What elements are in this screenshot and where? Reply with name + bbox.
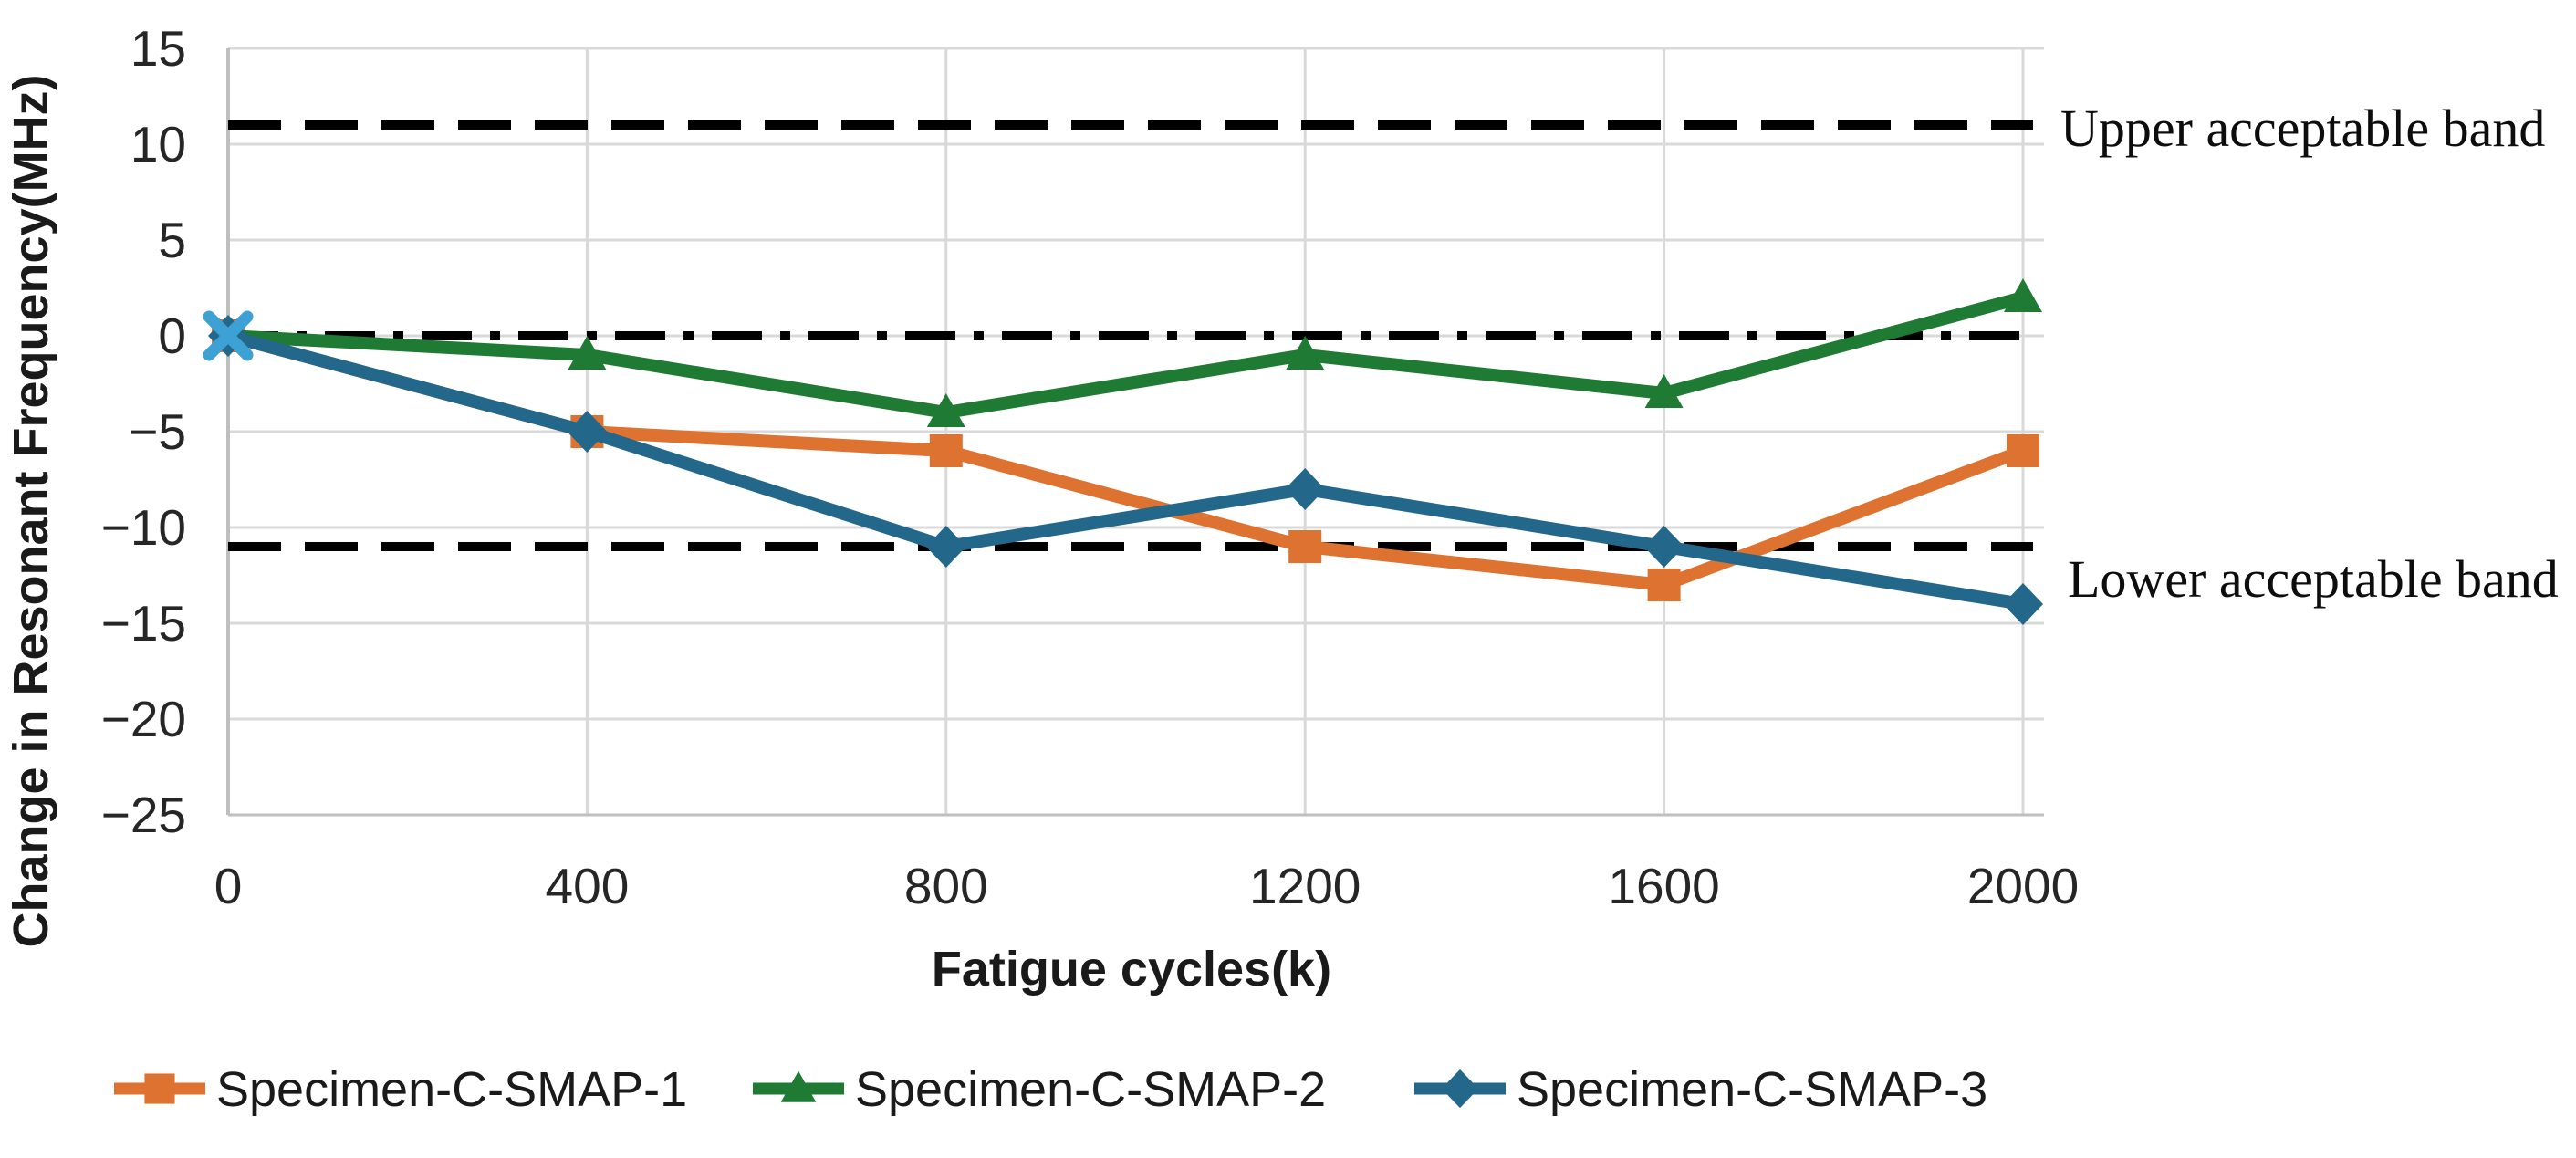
series-line <box>227 291 2025 419</box>
square-marker <box>1288 530 1322 563</box>
legend-item: Specimen-C-SMAP-2 <box>753 1062 1326 1117</box>
y-tick-label: −20 <box>101 691 186 747</box>
y-axis-title: Change in Resonant Frequency(MHz) <box>4 74 58 947</box>
triangle-marker <box>926 393 965 427</box>
x-tick-label: 2000 <box>1967 858 2079 914</box>
tick-labels-layer: 15 10 5 0 −5 −10 −15 −20 −25 0 400 800 1200 1600 2000 <box>101 20 2079 914</box>
diamond-marker <box>567 411 608 453</box>
diamond-marker <box>1441 1069 1479 1109</box>
y-tick-label: 5 <box>158 212 186 268</box>
x-axis-title: Fatigue cycles(k) <box>932 942 1331 996</box>
y-tick-label: −10 <box>101 499 186 556</box>
origin-marker-layer <box>203 310 254 361</box>
diamond-marker <box>2003 583 2043 625</box>
x-tick-label: 1600 <box>1608 858 1719 914</box>
lower-band-annotation: Lower acceptable band <box>2068 549 2559 609</box>
grid-layer <box>226 47 2044 817</box>
square-marker <box>929 434 963 467</box>
legend-label: Specimen-C-SMAP-3 <box>1517 1062 1987 1117</box>
series-line <box>226 329 2025 610</box>
legend-label: Specimen-C-SMAP-2 <box>855 1062 1326 1117</box>
y-tick-label: 10 <box>130 116 186 172</box>
diamond-marker <box>925 526 966 568</box>
chart-legend: Specimen-C-SMAP-1 Specimen-C-SMAP-2 Specim… <box>114 1062 1987 1117</box>
series-layer <box>208 278 2043 625</box>
triangle-marker <box>568 336 607 370</box>
x-tick-label: 800 <box>904 858 988 914</box>
reference-lines-layer <box>228 120 2033 551</box>
upper-band-annotation: Upper acceptable band <box>2060 99 2545 158</box>
x-tick-label: 0 <box>214 858 243 914</box>
diamond-marker <box>1643 526 1684 568</box>
y-tick-label: 0 <box>158 308 186 364</box>
triangle-marker <box>780 1070 817 1102</box>
square-marker <box>2007 434 2039 467</box>
triangle-marker <box>1644 374 1684 408</box>
triangle-marker <box>2004 278 2042 312</box>
square-marker <box>1647 569 1681 601</box>
y-tick-label: −5 <box>129 403 186 460</box>
x-tick-label: 400 <box>546 858 630 914</box>
y-tick-label: −15 <box>101 595 186 652</box>
legend-item: Specimen-C-SMAP-3 <box>1414 1062 1987 1117</box>
legend-item: Specimen-C-SMAP-1 <box>114 1062 687 1117</box>
x-tick-label: 1200 <box>1249 858 1361 914</box>
y-tick-label: 15 <box>130 20 186 77</box>
y-tick-label: −25 <box>101 787 186 843</box>
triangle-marker <box>1286 336 1325 370</box>
square-marker <box>144 1073 175 1104</box>
legend-label: Specimen-C-SMAP-1 <box>216 1062 687 1117</box>
x-marker <box>203 310 254 361</box>
diamond-marker <box>1285 468 1326 510</box>
